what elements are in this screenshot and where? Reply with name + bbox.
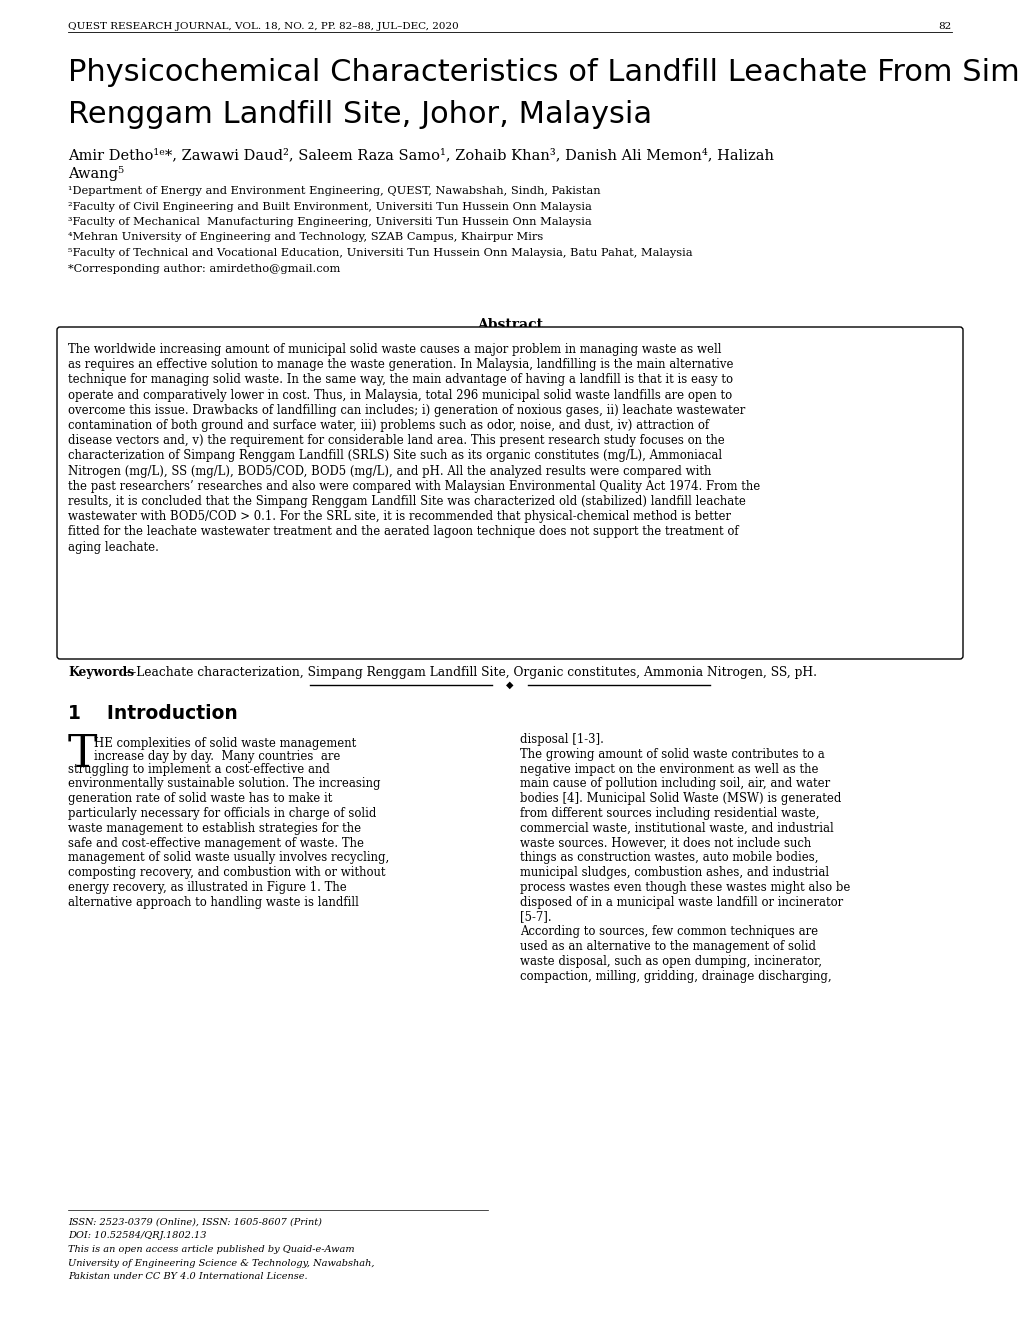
Text: fitted for the leachate wastewater treatment and the aerated lagoon technique do: fitted for the leachate wastewater treat… (68, 525, 738, 539)
Text: the past researchers’ researches and also were compared with Malaysian Environme: the past researchers’ researches and als… (68, 479, 759, 492)
Text: Renggam Landfill Site, Johor, Malaysia: Renggam Landfill Site, Johor, Malaysia (68, 100, 651, 129)
Text: ⁵Faculty of Technical and Vocational Education, Universiti Tun Hussein Onn Malay: ⁵Faculty of Technical and Vocational Edu… (68, 248, 692, 257)
Text: particularly necessary for officials in charge of solid: particularly necessary for officials in … (68, 807, 376, 820)
Text: contamination of both ground and surface water, iii) problems such as odor, nois: contamination of both ground and surface… (68, 418, 708, 432)
Text: municipal sludges, combustion ashes, and industrial: municipal sludges, combustion ashes, and… (520, 866, 828, 879)
Text: struggling to implement a cost-effective and: struggling to implement a cost-effective… (68, 763, 329, 776)
Text: increase day by day.  Many countries  are: increase day by day. Many countries are (94, 750, 340, 763)
Text: waste disposal, such as open dumping, incinerator,: waste disposal, such as open dumping, in… (520, 954, 821, 968)
Text: composting recovery, and combustion with or without: composting recovery, and combustion with… (68, 866, 385, 879)
Text: Keywords: Keywords (68, 667, 133, 678)
Text: [5-7].: [5-7]. (520, 911, 551, 924)
Text: results, it is concluded that the Simpang Renggam Landfill Site was characterize: results, it is concluded that the Simpan… (68, 495, 745, 508)
Text: waste sources. However, it does not include such: waste sources. However, it does not incl… (520, 837, 810, 850)
Text: compaction, milling, gridding, drainage discharging,: compaction, milling, gridding, drainage … (520, 970, 830, 983)
Text: DOI: 10.52584/QRJ.1802.13: DOI: 10.52584/QRJ.1802.13 (68, 1232, 206, 1241)
Text: commercial waste, institutional waste, and industrial: commercial waste, institutional waste, a… (520, 822, 833, 834)
Text: waste management to establish strategies for the: waste management to establish strategies… (68, 822, 361, 834)
Text: —Leachate characterization, Simpang Renggam Landfill Site, Organic constitutes, : —Leachate characterization, Simpang Reng… (124, 667, 816, 678)
Text: University of Engineering Science & Technology, Nawabshah,: University of Engineering Science & Tech… (68, 1258, 374, 1267)
Text: This is an open access article published by Quaid-e-Awam: This is an open access article published… (68, 1245, 355, 1254)
Text: as requires an effective solution to manage the waste generation. In Malaysia, l: as requires an effective solution to man… (68, 358, 733, 371)
Text: wastewater with BOD5/COD > 0.1. For the SRL site, it is recommended that physica: wastewater with BOD5/COD > 0.1. For the … (68, 511, 731, 523)
Text: energy recovery, as illustrated in Figure 1. The: energy recovery, as illustrated in Figur… (68, 880, 346, 894)
Text: generation rate of solid waste has to make it: generation rate of solid waste has to ma… (68, 792, 332, 805)
Text: aging leachate.: aging leachate. (68, 541, 159, 553)
Text: ¹Department of Energy and Environment Engineering, QUEST, Nawabshah, Sindh, Paki: ¹Department of Energy and Environment En… (68, 186, 600, 195)
Text: ⁴Mehran University of Engineering and Technology, SZAB Campus, Khairpur Mirs: ⁴Mehran University of Engineering and Te… (68, 232, 543, 243)
Text: safe and cost-effective management of waste. The: safe and cost-effective management of wa… (68, 837, 364, 850)
Text: Pakistan under CC BY 4.0 International License.: Pakistan under CC BY 4.0 International L… (68, 1272, 308, 1280)
Text: Abstract: Abstract (477, 318, 542, 333)
Text: process wastes even though these wastes might also be: process wastes even though these wastes … (520, 880, 850, 894)
Text: Physicochemical Characteristics of Landfill Leachate From Simpang: Physicochemical Characteristics of Landf… (68, 58, 1019, 87)
Text: HE complexities of solid waste management: HE complexities of solid waste managemen… (94, 737, 356, 750)
Text: 1    Introduction: 1 Introduction (68, 704, 237, 723)
Text: things as construction wastes, auto mobile bodies,: things as construction wastes, auto mobi… (520, 851, 817, 865)
Text: alternative approach to handling waste is landfill: alternative approach to handling waste i… (68, 896, 359, 908)
Text: ²Faculty of Civil Engineering and Built Environment, Universiti Tun Hussein Onn : ²Faculty of Civil Engineering and Built … (68, 202, 591, 211)
Text: operate and comparatively lower in cost. Thus, in Malaysia, total 296 municipal : operate and comparatively lower in cost.… (68, 388, 732, 401)
Text: Nitrogen (mg/L), SS (mg/L), BOD5/COD, BOD5 (mg/L), and pH. All the analyzed resu: Nitrogen (mg/L), SS (mg/L), BOD5/COD, BO… (68, 465, 710, 478)
Text: negative impact on the environment as well as the: negative impact on the environment as we… (520, 763, 817, 776)
Text: QUEST RESEARCH JOURNAL, VOL. 18, NO. 2, PP. 82–88, JUL–DEC, 2020: QUEST RESEARCH JOURNAL, VOL. 18, NO. 2, … (68, 22, 459, 30)
Text: T: T (68, 733, 98, 776)
Text: Amir Detho¹ᵉ*, Zawawi Daud², Saleem Raza Samo¹, Zohaib Khan³, Danish Ali Memon⁴,: Amir Detho¹ᵉ*, Zawawi Daud², Saleem Raza… (68, 148, 773, 162)
FancyBboxPatch shape (57, 327, 962, 659)
Text: ISSN: 2523-0379 (Online), ISSN: 1605-8607 (Print): ISSN: 2523-0379 (Online), ISSN: 1605-860… (68, 1218, 322, 1228)
Text: characterization of Simpang Renggam Landfill (SRLS) Site such as its organic con: characterization of Simpang Renggam Land… (68, 449, 721, 462)
Text: The worldwide increasing amount of municipal solid waste causes a major problem : The worldwide increasing amount of munic… (68, 343, 720, 356)
Text: ◆: ◆ (505, 680, 514, 690)
Text: bodies [4]. Municipal Solid Waste (MSW) is generated: bodies [4]. Municipal Solid Waste (MSW) … (520, 792, 841, 805)
Text: environmentally sustainable solution. The increasing: environmentally sustainable solution. Th… (68, 777, 380, 791)
Text: ³Faculty of Mechanical  Manufacturing Engineering, Universiti Tun Hussein Onn Ma: ³Faculty of Mechanical Manufacturing Eng… (68, 216, 591, 227)
Text: The growing amount of solid waste contributes to a: The growing amount of solid waste contri… (520, 748, 824, 760)
Text: technique for managing solid waste. In the same way, the main advantage of havin: technique for managing solid waste. In t… (68, 374, 733, 387)
Text: 82: 82 (937, 22, 951, 30)
Text: used as an alternative to the management of solid: used as an alternative to the management… (520, 940, 815, 953)
Text: overcome this issue. Drawbacks of landfilling can includes; i) generation of nox: overcome this issue. Drawbacks of landfi… (68, 404, 745, 417)
Text: *Corresponding author: amirdetho@gmail.com: *Corresponding author: amirdetho@gmail.c… (68, 264, 340, 273)
Text: main cause of pollution including soil, air, and water: main cause of pollution including soil, … (520, 777, 829, 791)
Text: disposal [1-3].: disposal [1-3]. (520, 733, 603, 746)
Text: According to sources, few common techniques are: According to sources, few common techniq… (520, 925, 817, 939)
Text: management of solid waste usually involves recycling,: management of solid waste usually involv… (68, 851, 389, 865)
Text: from different sources including residential waste,: from different sources including residen… (520, 807, 818, 820)
Text: Awang⁵: Awang⁵ (68, 166, 124, 181)
Text: disposed of in a municipal waste landfill or incinerator: disposed of in a municipal waste landfil… (520, 896, 843, 908)
Text: disease vectors and, v) the requirement for considerable land area. This present: disease vectors and, v) the requirement … (68, 434, 725, 447)
